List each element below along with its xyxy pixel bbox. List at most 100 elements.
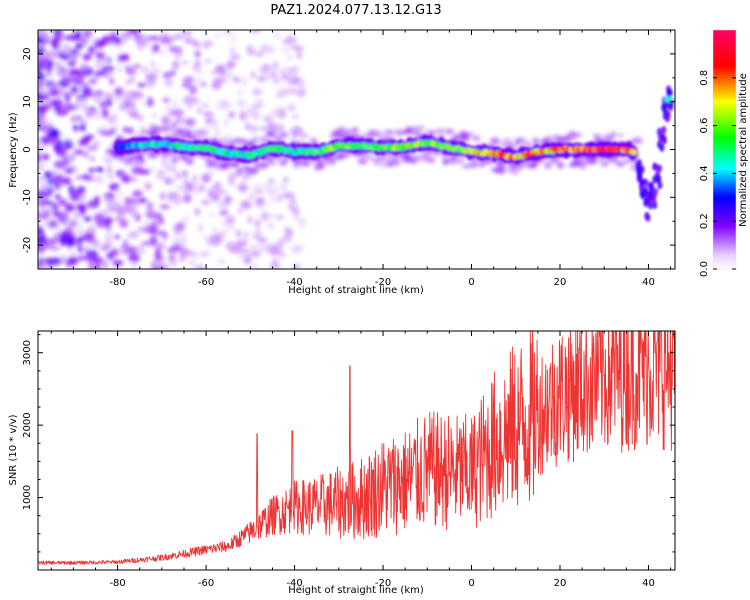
heatmap-cell	[377, 155, 387, 161]
heatmap-cell	[250, 30, 261, 33]
heatmap-cell	[165, 151, 176, 156]
heatmap-cell	[109, 77, 114, 85]
heatmap-cell	[282, 157, 288, 161]
heatmap-cell	[206, 170, 216, 176]
heatmap-cell	[182, 215, 189, 224]
heatmap-cell	[82, 106, 91, 111]
heatmap-cell	[62, 35, 75, 41]
heatmap-cell	[79, 123, 86, 132]
heatmap-cell	[88, 224, 96, 235]
heatmap-cell	[652, 175, 658, 184]
heatmap-cell	[423, 151, 433, 155]
heatmap-cell	[113, 112, 118, 122]
heatmap-cell	[174, 116, 185, 125]
heatmap-cell	[38, 261, 43, 269]
heatmap-cell	[64, 93, 71, 103]
heatmap-cell	[643, 186, 649, 195]
heatmap-cell	[73, 124, 79, 132]
heatmap-cell	[352, 127, 359, 133]
heatmap-cell	[292, 205, 299, 215]
heatmap-cell	[622, 158, 632, 163]
heatmap-cell	[95, 262, 101, 269]
colorbar-tick-label: 0.2	[699, 213, 710, 229]
heatmap-cell	[155, 260, 161, 268]
heatmap-cell	[451, 135, 460, 142]
heatmap-cell	[112, 259, 124, 267]
heatmap-cell	[140, 66, 149, 74]
heatmap-cell	[287, 80, 299, 86]
heatmap-cell	[661, 136, 667, 145]
heatmap-cell	[280, 106, 285, 114]
heatmap-cell	[194, 50, 201, 58]
heatmap-cell	[232, 76, 241, 83]
heatmap-cell	[58, 87, 65, 97]
heatmap-cell	[281, 67, 290, 76]
heatmap-cell	[78, 240, 83, 247]
heatmap-cell	[496, 159, 503, 167]
heatmap-cell	[79, 196, 85, 202]
heatmap-cell	[127, 30, 139, 35]
heatmap-cell	[72, 211, 81, 219]
snr-frame	[37, 330, 676, 571]
heatmap-cell	[228, 172, 235, 181]
heatmap-cell	[60, 52, 71, 61]
heatmap-cell	[117, 66, 123, 73]
heatmap-cell	[100, 51, 105, 61]
heatmap-cell	[249, 263, 259, 269]
heatmap-cell	[476, 164, 483, 168]
heatmap-cell	[220, 229, 227, 238]
heatmap-cell	[109, 182, 120, 192]
heatmap-cell	[656, 175, 661, 184]
heatmap-cell	[187, 104, 192, 110]
heatmap-cell	[155, 230, 166, 236]
heatmap-cell	[64, 161, 70, 166]
heatmap-cell	[352, 134, 361, 140]
heatmap-cell	[181, 170, 188, 177]
heatmap-cell	[526, 143, 531, 147]
heatmap-cell	[77, 186, 86, 195]
heatmap-cell	[52, 211, 59, 217]
heatmap-cell	[511, 168, 520, 175]
x-tick-label: -80	[109, 277, 125, 288]
heatmap-cell	[116, 189, 123, 200]
heatmap-cell	[652, 201, 658, 210]
heatmap-cell	[268, 161, 277, 166]
heatmap-cell	[459, 155, 465, 161]
heatmap-cell	[86, 144, 98, 152]
heatmap-cell	[54, 232, 59, 239]
heatmap-cell	[235, 245, 242, 255]
heatmap-cell	[652, 162, 658, 171]
heatmap-cell	[499, 164, 507, 169]
heatmap-cell	[165, 164, 178, 173]
heatmap-cell	[242, 76, 248, 87]
heatmap-cell	[180, 60, 189, 65]
heatmap-cell	[268, 178, 275, 184]
heatmap-cell	[68, 184, 74, 195]
heatmap-cell	[387, 130, 394, 134]
heatmap-cell	[248, 141, 254, 147]
heatmap-cell	[278, 160, 288, 166]
heatmap-cell	[155, 242, 166, 250]
heatmap-cell	[192, 78, 203, 84]
heatmap-cell	[188, 260, 197, 266]
heatmap-cell	[517, 137, 526, 141]
heatmap-cell	[94, 59, 104, 68]
heatmap-cell	[278, 250, 286, 259]
heatmap-cell	[64, 168, 74, 174]
heatmap-cell	[643, 199, 649, 208]
heatmap-cell	[618, 133, 623, 138]
heatmap-cell	[137, 34, 148, 45]
heatmap-cell	[178, 253, 186, 262]
heatmap-cell	[284, 227, 290, 233]
heatmap-cell	[172, 130, 178, 137]
heatmap-cell	[122, 89, 134, 100]
heatmap-cell	[557, 162, 564, 169]
heatmap-cell	[291, 114, 300, 120]
heatmap-noise-blobs	[38, 30, 643, 269]
heatmap-cell	[135, 212, 141, 222]
heatmap-cell	[245, 122, 250, 131]
heatmap-cell	[178, 127, 184, 135]
heatmap-cell	[462, 136, 470, 142]
heatmap-cell	[269, 185, 281, 194]
heatmap-cell	[392, 154, 401, 161]
